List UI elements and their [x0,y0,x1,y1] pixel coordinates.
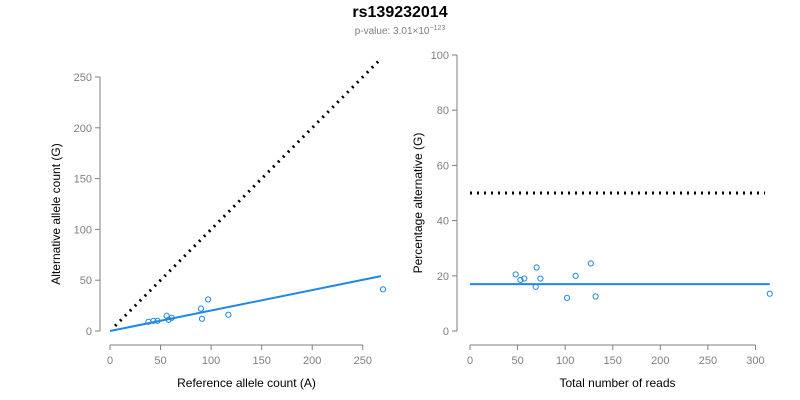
data-point [572,272,579,279]
data-point [204,296,212,303]
x-tick-label: 200 [303,355,321,367]
x-tick-label: 250 [354,355,372,367]
y-tick-label: 0 [443,326,449,338]
data-point [532,283,539,290]
x-tick-label: 300 [746,355,764,367]
y-tick-label: 100 [431,50,449,62]
y-tick-label: 250 [74,72,92,84]
p-value-prefix: p-value: 3.01 [354,26,413,37]
data-point [766,290,773,297]
y-tick-label: 150 [74,174,92,186]
y-tick-label: 0 [86,326,92,338]
y-axis-title: Alternative allele count (G) [49,143,63,284]
data-point [198,315,206,322]
y-tick-label: 20 [437,271,449,283]
y-tick-label: 200 [74,123,92,135]
x-tick-label: 250 [699,355,717,367]
y-tick-label: 50 [80,275,92,287]
y-tick-label: 60 [437,160,449,172]
x-axis-title: Total number of reads [559,376,675,390]
data-point [533,264,540,271]
x-tick-label: 150 [252,355,270,367]
x-tick-label: 150 [604,355,622,367]
data-point [168,314,175,321]
y-tick-label: 40 [437,216,449,228]
y-tick-label: 100 [74,224,92,236]
data-point [379,286,387,293]
data-point [563,294,571,301]
data-point [150,317,157,324]
reference-line [113,57,383,327]
x-tick-label: 0 [107,355,113,367]
panel-1: 0 50 100 150 200 250 0 50 100 150 200 250 Reference … [49,57,387,390]
p-value-times: × [412,26,419,37]
x-tick-label: 200 [651,355,669,367]
x-tick-label: 0 [467,355,473,367]
data-point [537,275,544,282]
x-tick-label: 50 [511,355,523,367]
chart-title: rs139232014 [352,4,448,21]
panel-2: 0 20 40 60 80 100 0 50 100 150 200 250 300 Total numb… [411,50,773,390]
p-value-exponent: −123 [429,25,446,32]
x-tick-label: 100 [202,355,220,367]
chart-subtitle: p-value: 3.01×10−123 [0,25,800,37]
data-point [512,271,519,278]
y-tick-label: 80 [437,105,449,117]
data-point [587,260,594,267]
y-axis-title: Percentage alternative (G) [411,133,425,274]
x-axis-title: Reference allele count (A) [177,376,316,390]
data-point [592,293,599,300]
p-value-base: 10 [418,26,430,37]
data-point [154,317,161,324]
data-point [517,276,524,284]
x-tick-label: 100 [556,355,574,367]
data-point [225,311,232,318]
data-point [521,275,528,282]
data-point [197,305,205,312]
x-tick-label: 50 [154,355,166,367]
